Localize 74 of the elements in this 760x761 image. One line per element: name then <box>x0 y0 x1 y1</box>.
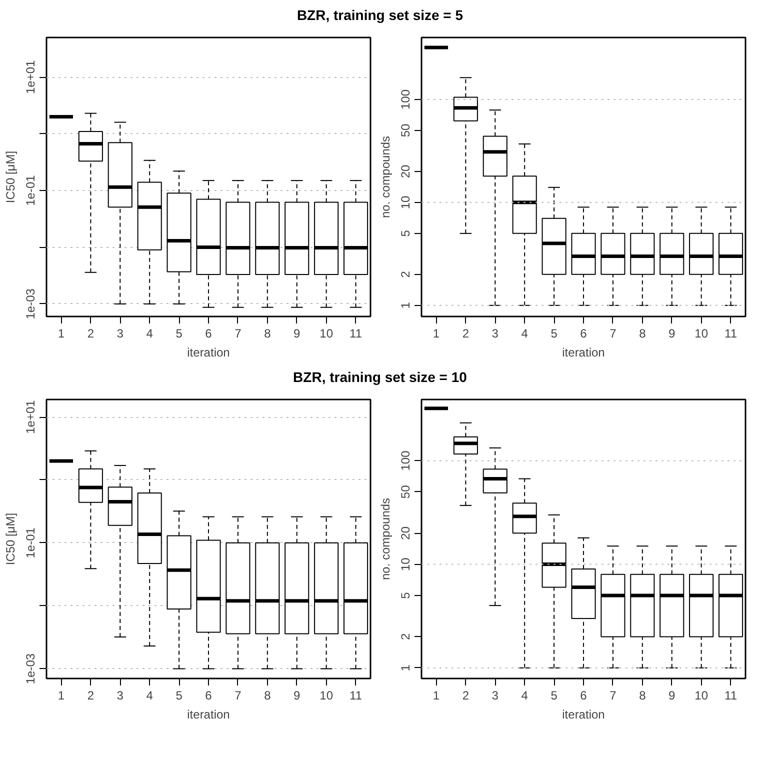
x-tick-label: 11 <box>350 326 362 340</box>
x-tick-label: 5 <box>550 688 558 702</box>
y-tick-label: 10 <box>398 557 412 571</box>
y-tick-label: 1e+01 <box>24 60 38 94</box>
x-tick-label: 2 <box>87 688 94 702</box>
x-tick-label: 10 <box>694 688 708 702</box>
y-tick-label: 1 <box>398 664 412 672</box>
x-tick-label: 4 <box>521 326 528 340</box>
x-tick-label: 1 <box>432 688 440 702</box>
y-axis-title: no. compounds <box>378 136 392 218</box>
x-tick-label: 4 <box>146 326 154 340</box>
x-tick-label: 9 <box>294 688 301 702</box>
x-tick-label: 9 <box>668 688 676 702</box>
x-tick-label: 10 <box>320 326 334 340</box>
x-tick-label: 9 <box>294 326 301 340</box>
y-tick-label: 1e-01 <box>24 174 38 206</box>
x-tick-label: 1 <box>58 326 65 340</box>
x-tick-label: 2 <box>462 326 470 340</box>
y-tick-label: 2 <box>398 270 412 278</box>
x-axis-title: iteration <box>187 346 230 360</box>
x-tick-label: 5 <box>176 688 183 702</box>
x-axis-title: iteration <box>562 708 605 722</box>
x-tick-label: 8 <box>639 688 646 702</box>
x-tick-label: 6 <box>205 688 212 702</box>
x-tick-label: 8 <box>264 688 272 702</box>
y-tick-label: 1e+01 <box>24 400 38 434</box>
y-tick-label: 10 <box>398 195 412 210</box>
y-tick-label: 50 <box>398 123 412 138</box>
x-tick-label: 6 <box>580 688 588 702</box>
x-axis-title: iteration <box>187 708 230 722</box>
y-tick-label: 1e-03 <box>24 288 38 320</box>
x-tick-label: 9 <box>668 326 676 340</box>
x-tick-label: 5 <box>176 326 183 340</box>
y-tick-label: 1e-03 <box>24 653 38 684</box>
x-tick-label: 4 <box>521 688 528 702</box>
y-tick-label: 2 <box>398 633 412 640</box>
y-axis-title: no. compounds <box>378 498 392 580</box>
x-axis-title: iteration <box>562 346 605 360</box>
x-tick-label: 1 <box>58 688 65 702</box>
y-tick-label: 100 <box>398 89 412 110</box>
x-tick-label: 1 <box>432 326 440 340</box>
x-tick-label: 3 <box>492 326 499 340</box>
y-tick-label: 100 <box>398 450 412 471</box>
x-tick-label: 11 <box>724 326 738 340</box>
x-tick-label: 3 <box>116 326 124 340</box>
y-tick-label: 1e-01 <box>24 527 38 558</box>
y-axis-title: IC50 [μM] <box>4 150 18 204</box>
x-tick-label: 2 <box>462 688 470 702</box>
y-tick-label: 5 <box>398 230 412 237</box>
x-tick-label: 6 <box>205 326 212 340</box>
chart-title: BZR, training set size = 5 <box>296 6 464 25</box>
x-tick-label: 7 <box>234 326 242 340</box>
x-tick-label: 2 <box>87 326 94 340</box>
x-tick-label: 3 <box>116 688 124 702</box>
x-tick-label: 7 <box>234 688 242 702</box>
x-tick-label: 5 <box>550 326 558 340</box>
x-tick-label: 11 <box>350 688 362 702</box>
x-tick-label: 3 <box>492 688 499 702</box>
y-axis-title: IC50 [μM] <box>4 512 18 566</box>
x-tick-label: 4 <box>146 688 154 702</box>
y-tick-label: 5 <box>398 592 412 599</box>
y-tick-label: 1 <box>398 302 412 309</box>
x-tick-label: 11 <box>724 688 738 702</box>
x-tick-label: 6 <box>580 326 588 340</box>
x-tick-label: 8 <box>639 326 646 340</box>
chart-title: BZR, training set size = 10 <box>293 368 467 387</box>
x-tick-label: 7 <box>610 688 617 702</box>
x-tick-label: 7 <box>610 326 617 340</box>
y-tick-label: 20 <box>398 526 412 540</box>
y-tick-label: 20 <box>398 164 412 178</box>
x-tick-label: 8 <box>264 326 272 340</box>
x-tick-label: 10 <box>694 326 708 340</box>
x-tick-label: 10 <box>320 688 334 702</box>
y-tick-label: 50 <box>398 484 412 499</box>
